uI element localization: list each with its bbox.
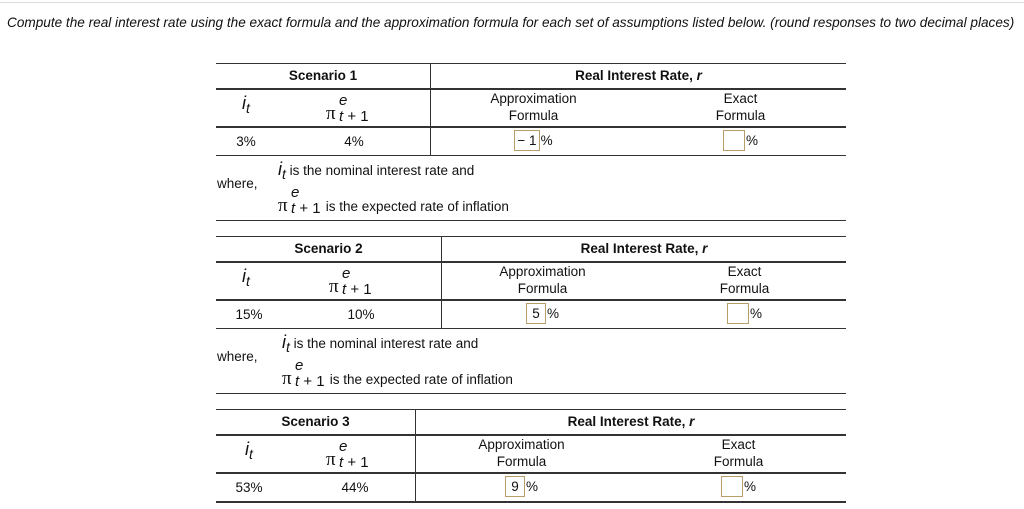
exact-answer-input[interactable]: [726, 303, 749, 324]
exact-answer-cell: %: [682, 303, 807, 324]
rule: [216, 472, 846, 474]
approx-formula-header: Approximation Formula: [490, 91, 577, 123]
scenario-title: Scenario 1: [288, 68, 358, 83]
rule: [216, 434, 846, 436]
exact-formula-header: Exact Formula: [719, 264, 770, 296]
column-divider: [430, 63, 431, 156]
rule: [216, 299, 846, 301]
exact-answer-cell: %: [678, 130, 803, 151]
exact-answer-input[interactable]: [720, 476, 743, 497]
real-rate-header: Real Interest Rate, r: [575, 68, 702, 83]
nominal-rate-header: it: [242, 266, 250, 289]
instructions-text: Compute the real interest rate using the…: [7, 15, 1015, 30]
real-rate-header: Real Interest Rate, r: [567, 414, 695, 429]
rule: [216, 501, 846, 503]
rule: [216, 155, 846, 156]
expected-inflation-value: 44%: [341, 480, 369, 495]
nominal-rate-value: 53%: [235, 480, 263, 495]
exact-formula-header: Exact Formula: [715, 91, 766, 123]
approx-answer-input[interactable]: − 1: [514, 130, 540, 151]
where-label: where,: [217, 176, 258, 191]
rule: [216, 409, 846, 410]
expected-inflation-value: 4%: [344, 134, 364, 149]
nominal-rate-header: it: [245, 439, 253, 462]
approx-answer-input[interactable]: 9: [504, 476, 525, 497]
scenario-title: Scenario 3: [281, 414, 350, 429]
approx-formula-header: Approximation Formula: [478, 437, 565, 469]
approx-answer-cell: 5%: [480, 303, 605, 324]
exact-formula-header: Exact Formula: [713, 437, 764, 469]
rule: [216, 220, 846, 221]
rule: [216, 328, 846, 329]
rule: [216, 63, 846, 64]
scenario-title: Scenario 2: [294, 241, 363, 256]
where-label: where,: [217, 349, 258, 364]
nominal-rate-header: it: [242, 93, 250, 116]
rule: [216, 236, 846, 237]
rule: [216, 126, 846, 128]
expected-inflation-value: 10%: [347, 307, 375, 322]
nominal-rate-value: 3%: [236, 134, 256, 149]
rule: [216, 88, 846, 90]
nominal-rate-definition: it is the nominal interest rate and: [278, 159, 475, 182]
approx-formula-header: Approximation Formula: [499, 264, 586, 296]
approx-answer-input[interactable]: 5: [525, 303, 546, 324]
approx-answer-cell: 9%: [459, 476, 584, 497]
nominal-rate-value: 15%: [235, 307, 263, 322]
top-divider: [0, 2, 1024, 3]
rule: [216, 393, 846, 394]
rule: [216, 261, 846, 263]
column-divider: [441, 236, 442, 329]
nominal-rate-definition: it is the nominal interest rate and: [282, 332, 479, 355]
approx-answer-cell: − 1%: [471, 130, 596, 151]
exact-answer-cell: %: [676, 476, 801, 497]
column-divider: [415, 409, 416, 502]
real-rate-header: Real Interest Rate, r: [580, 241, 708, 256]
exact-answer-input[interactable]: [722, 130, 745, 151]
